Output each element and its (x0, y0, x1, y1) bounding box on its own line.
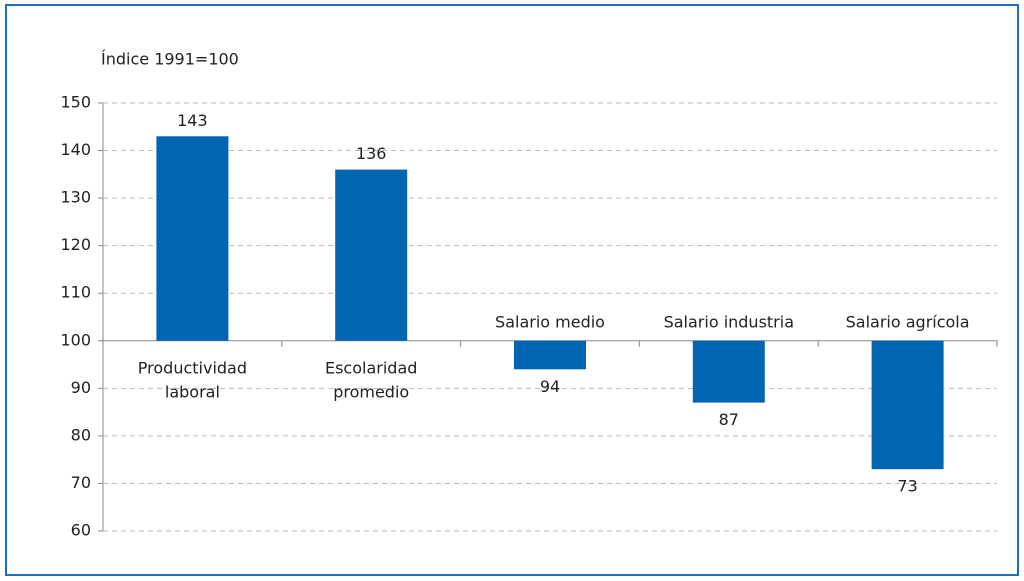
x-tick-label: Salario medio (495, 312, 605, 331)
y-tick-label: 60 (71, 521, 91, 540)
data-label: 94 (540, 377, 560, 396)
data-label: 136 (356, 144, 387, 163)
y-tick-label: 110 (60, 283, 91, 302)
y-tick-label: 120 (60, 235, 91, 254)
y-tick-label: 90 (71, 378, 91, 397)
x-tick-label: promedio (333, 382, 409, 401)
x-tick-label: Productividad (138, 358, 247, 377)
y-tick-label: 140 (60, 140, 91, 159)
y-tick-label: 130 (60, 188, 91, 207)
bar (335, 169, 408, 341)
data-label: 143 (177, 111, 208, 130)
bar (692, 340, 765, 403)
bar (871, 340, 944, 470)
bar (156, 136, 229, 341)
data-label: 73 (897, 477, 917, 496)
x-tick-label: laboral (165, 382, 220, 401)
x-tick-label: Escolaridad (325, 358, 417, 377)
y-axis-label: Índice 1991=100 (101, 50, 239, 69)
x-tick-label: Salario industria (664, 312, 794, 331)
y-tick-label: 80 (71, 425, 91, 444)
y-tick-label: 100 (60, 330, 91, 349)
y-tick-label: 150 (60, 93, 91, 112)
bar (514, 340, 586, 370)
y-tick-label: 70 (71, 473, 91, 492)
x-tick-label: Salario agrícola (846, 312, 970, 331)
data-label: 87 (719, 410, 739, 429)
